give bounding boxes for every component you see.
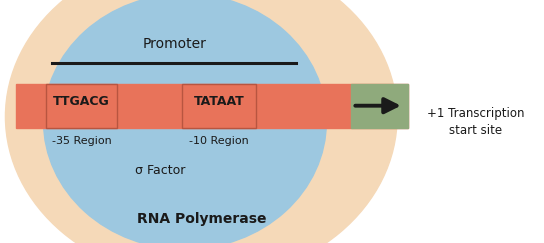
Bar <box>16 84 408 128</box>
Text: RNA Polymerase: RNA Polymerase <box>137 212 266 226</box>
Text: -10 Region: -10 Region <box>189 136 249 146</box>
Bar <box>46 84 117 128</box>
Text: Promoter: Promoter <box>142 37 206 51</box>
Text: TTGACG: TTGACG <box>53 95 110 108</box>
Ellipse shape <box>44 0 326 243</box>
Ellipse shape <box>5 0 397 243</box>
Bar <box>351 84 408 128</box>
Text: TATAAT: TATAAT <box>194 95 244 108</box>
Bar <box>182 84 256 128</box>
Text: -35 Region: -35 Region <box>52 136 112 146</box>
Text: σ Factor: σ Factor <box>135 164 186 177</box>
Text: +1 Transcription
start site: +1 Transcription start site <box>427 106 525 137</box>
